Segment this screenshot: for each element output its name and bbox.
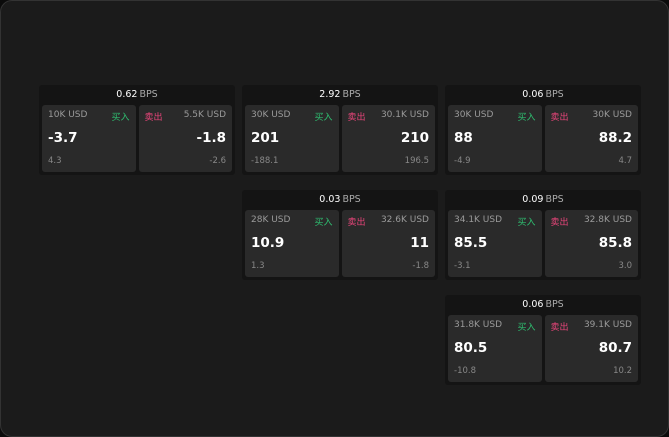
buy-label: 买入 bbox=[111, 113, 130, 123]
bid-price: 88 bbox=[454, 130, 473, 146]
buy-button[interactable]: 10K USD 买入 -3.7 4.3 bbox=[42, 105, 136, 172]
sell-label: 卖出 bbox=[347, 113, 366, 123]
bid-size: 31.8K USD bbox=[454, 320, 503, 330]
ask-price: 11 bbox=[410, 235, 429, 251]
ask-change: 196.5 bbox=[404, 156, 429, 166]
bid-change: -3.1 bbox=[454, 261, 471, 271]
ask-price: 210 bbox=[400, 130, 429, 146]
sell-label: 卖出 bbox=[550, 323, 569, 333]
bid-price: -3.7 bbox=[48, 130, 78, 146]
bid-change: -188.1 bbox=[251, 156, 279, 166]
sell-label: 卖出 bbox=[144, 113, 163, 123]
spread-value: 0.06 bbox=[522, 299, 544, 310]
buy-button[interactable]: 31.8K USD 买入 80.5 -10.8 bbox=[448, 315, 542, 382]
spread-value: 0.09 bbox=[522, 194, 544, 205]
ask-price: 80.7 bbox=[598, 340, 632, 356]
quote-card: 0.06 BPS 30K USD 买入 88 -4.9 卖出 30K USD 88.2… bbox=[445, 85, 641, 175]
bid-size: 34.1K USD bbox=[454, 215, 503, 225]
buy-label: 买入 bbox=[517, 323, 536, 333]
ask-change: 4.7 bbox=[618, 156, 632, 166]
sell-button[interactable]: 卖出 39.1K USD 80.7 10.2 bbox=[544, 315, 638, 382]
spread-unit: BPS bbox=[342, 194, 361, 205]
bid-change: -10.8 bbox=[454, 366, 476, 376]
bid-size: 28K USD bbox=[251, 215, 291, 225]
buy-label: 买入 bbox=[314, 113, 333, 123]
bid-price: 85.5 bbox=[454, 235, 488, 251]
spread-value: 2.92 bbox=[319, 89, 341, 100]
spread-unit: BPS bbox=[545, 89, 564, 100]
sell-button[interactable]: 卖出 30.1K USD 210 196.5 bbox=[341, 105, 435, 172]
spread-unit: BPS bbox=[139, 89, 158, 100]
ask-size: 39.1K USD bbox=[583, 320, 632, 330]
buy-label: 买入 bbox=[314, 218, 333, 228]
quote-column: 0.62 BPS 10K USD 买入 -3.7 4.3 卖出 5.5K USD -1… bbox=[39, 85, 235, 385]
spread-header: 0.09 BPS bbox=[448, 190, 638, 210]
buy-button[interactable]: 34.1K USD 买入 85.5 -3.1 bbox=[448, 210, 542, 277]
ask-price: 85.8 bbox=[598, 235, 632, 251]
ask-size: 5.5K USD bbox=[183, 110, 226, 120]
sell-label: 卖出 bbox=[550, 113, 569, 123]
bid-size: 30K USD bbox=[251, 110, 291, 120]
buy-button[interactable]: 30K USD 买入 201 -188.1 bbox=[245, 105, 339, 172]
spread-value: 0.03 bbox=[319, 194, 341, 205]
sell-button[interactable]: 卖出 5.5K USD -1.8 -2.6 bbox=[138, 105, 232, 172]
spread-header: 0.06 BPS bbox=[448, 295, 638, 315]
sell-button[interactable]: 卖出 30K USD 88.2 4.7 bbox=[544, 105, 638, 172]
quote-card: 0.62 BPS 10K USD 买入 -3.7 4.3 卖出 5.5K USD -1… bbox=[39, 85, 235, 175]
ask-price: -1.8 bbox=[196, 130, 226, 146]
quote-card: 0.09 BPS 34.1K USD 买入 85.5 -3.1 卖出 32.8K US… bbox=[445, 190, 641, 280]
sell-label: 卖出 bbox=[347, 218, 366, 228]
spread-value: 0.62 bbox=[116, 89, 138, 100]
ask-size: 30K USD bbox=[592, 110, 632, 120]
bid-price: 201 bbox=[251, 130, 280, 146]
buy-label: 买入 bbox=[517, 218, 536, 228]
bid-price: 80.5 bbox=[454, 340, 488, 356]
spread-header: 2.92 BPS bbox=[245, 85, 435, 105]
bid-change: 1.3 bbox=[251, 261, 265, 271]
spread-unit: BPS bbox=[342, 89, 361, 100]
quote-grid: 0.62 BPS 10K USD 买入 -3.7 4.3 卖出 5.5K USD -1… bbox=[39, 85, 641, 385]
spread-unit: BPS bbox=[545, 194, 564, 205]
quote-card: 0.03 BPS 28K USD 买入 10.9 1.3 卖出 32.6K USD 1… bbox=[242, 190, 438, 280]
ask-change: 3.0 bbox=[618, 261, 632, 271]
sell-button[interactable]: 卖出 32.6K USD 11 -1.8 bbox=[341, 210, 435, 277]
ask-price: 88.2 bbox=[598, 130, 632, 146]
ask-change: -2.6 bbox=[209, 156, 226, 166]
ask-size: 30.1K USD bbox=[380, 110, 429, 120]
bid-change: 4.3 bbox=[48, 156, 62, 166]
sell-button[interactable]: 卖出 32.8K USD 85.8 3.0 bbox=[544, 210, 638, 277]
bid-size: 10K USD bbox=[48, 110, 88, 120]
spread-header: 0.62 BPS bbox=[42, 85, 232, 105]
spread-unit: BPS bbox=[545, 299, 564, 310]
sell-label: 卖出 bbox=[550, 218, 569, 228]
quote-card: 2.92 BPS 30K USD 买入 201 -188.1 卖出 30.1K USD… bbox=[242, 85, 438, 175]
quote-card: 0.06 BPS 31.8K USD 买入 80.5 -10.8 卖出 39.1K U… bbox=[445, 295, 641, 385]
quote-column: 0.06 BPS 30K USD 买入 88 -4.9 卖出 30K USD 88.2… bbox=[445, 85, 641, 385]
buy-button[interactable]: 30K USD 买入 88 -4.9 bbox=[448, 105, 542, 172]
spread-header: 0.03 BPS bbox=[245, 190, 435, 210]
spread-header: 0.06 BPS bbox=[448, 85, 638, 105]
ask-change: -1.8 bbox=[412, 261, 429, 271]
buy-button[interactable]: 28K USD 买入 10.9 1.3 bbox=[245, 210, 339, 277]
ask-size: 32.8K USD bbox=[583, 215, 632, 225]
buy-label: 买入 bbox=[517, 113, 536, 123]
spread-value: 0.06 bbox=[522, 89, 544, 100]
bid-size: 30K USD bbox=[454, 110, 494, 120]
ask-change: 10.2 bbox=[613, 366, 632, 376]
bid-change: -4.9 bbox=[454, 156, 471, 166]
ask-size: 32.6K USD bbox=[380, 215, 429, 225]
quote-column: 2.92 BPS 30K USD 买入 201 -188.1 卖出 30.1K USD… bbox=[242, 85, 438, 385]
bid-price: 10.9 bbox=[251, 235, 285, 251]
